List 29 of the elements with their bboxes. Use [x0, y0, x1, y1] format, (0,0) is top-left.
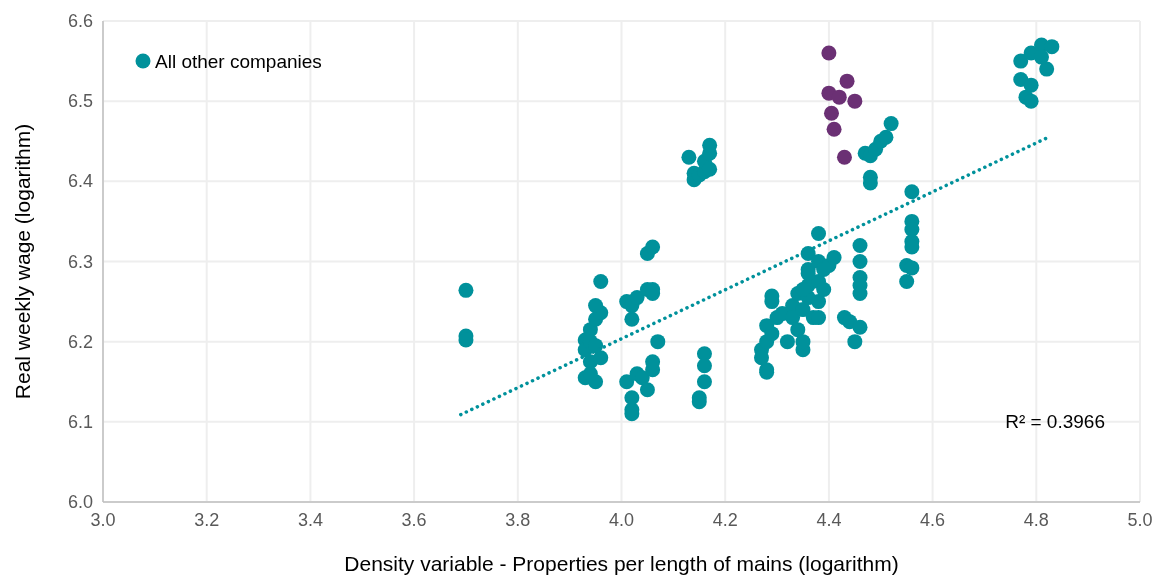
point — [839, 73, 855, 89]
x-tick-label: 4.2 — [712, 510, 738, 530]
point — [831, 89, 847, 105]
y-tick-label: 6.3 — [67, 251, 93, 272]
y-tick-label: 6.4 — [67, 171, 93, 192]
point — [823, 105, 839, 121]
x-tick-label: 3.0 — [90, 510, 116, 530]
y-tick-label: 6.1 — [67, 411, 93, 432]
point — [826, 121, 842, 137]
annotation: R² = 0.3966 — [1005, 410, 1105, 432]
point — [847, 93, 863, 109]
y-tick-label: 6.0 — [67, 492, 93, 512]
x-tick-label: 3.2 — [194, 510, 220, 530]
y-axis-title: Real weekly wage (logarithm) — [11, 123, 34, 400]
y-tick-label: 6.2 — [67, 331, 93, 352]
point — [836, 149, 852, 165]
x-tick-label: 3.6 — [401, 510, 427, 530]
y-tick-label: 6.5 — [67, 91, 93, 112]
legend-label: All other companies — [155, 51, 322, 72]
x-tick-label: 4.8 — [1023, 510, 1049, 530]
x-tick-label: 3.4 — [297, 510, 323, 530]
x-tick-label: 4.6 — [920, 510, 946, 530]
x-tick-label: 5.0 — [1127, 510, 1153, 530]
point — [821, 45, 837, 61]
x-axis-title: Density variable - Properties per length of mains (logarithm) — [344, 552, 899, 575]
x-tick-label: 4.0 — [608, 510, 635, 530]
y-tick-label: 6.6 — [67, 11, 93, 31]
x-tick-label: 3.8 — [505, 510, 531, 530]
x-tick-label: 4.4 — [816, 510, 842, 530]
